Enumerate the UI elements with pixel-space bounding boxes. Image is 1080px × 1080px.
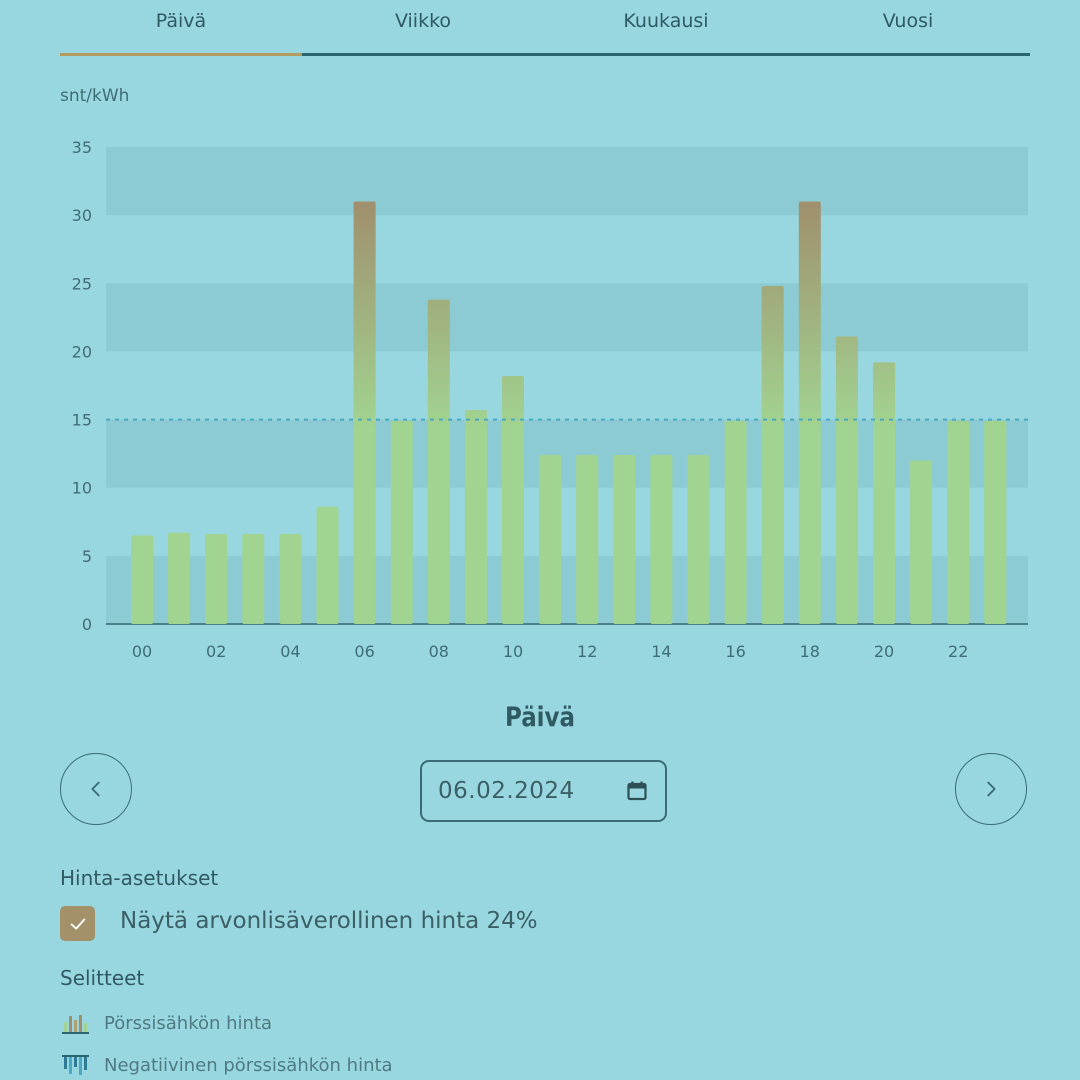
price-bar[interactable] [910,460,933,624]
tab-day[interactable]: Päivä [155,10,207,32]
calendar-icon[interactable] [625,779,649,803]
legend-title: Selitteet [60,966,145,990]
price-bar[interactable] [613,455,636,624]
previous-day-button[interactable] [60,753,132,825]
price-bar[interactable] [390,420,413,624]
legend-item: Pörssisähkön hinta [60,1010,272,1036]
tab-year[interactable]: Vuosi [882,10,934,32]
chevron-right-icon [987,781,996,797]
price-bar[interactable] [464,410,487,624]
next-day-button[interactable] [955,753,1027,825]
y-tick-label: 15 [72,411,92,430]
price-bar[interactable] [687,455,710,624]
y-tick-label: 30 [72,206,92,225]
y-tick-label: 35 [72,138,92,157]
chevron-left-icon [91,781,100,797]
tab-month[interactable]: Kuukausi [623,10,709,32]
price-bar[interactable] [984,420,1007,624]
y-tick-label: 25 [72,274,92,293]
grid-band [106,147,1028,216]
checkmark-icon [70,918,85,929]
x-tick-label: 08 [429,642,449,661]
price-bar[interactable] [427,299,450,624]
tab-week[interactable]: Viikko [394,10,452,32]
x-tick-label: 02 [206,642,226,661]
y-tick-label: 20 [72,342,92,361]
x-tick-label: 00 [132,642,152,661]
price-bar[interactable] [131,535,153,624]
legend-item-label: Negatiivinen pörssisähkön hinta [104,1054,393,1076]
x-tick-label: 22 [948,642,968,661]
price-bar[interactable] [724,420,747,624]
negative-bar-chart-icon [62,1055,89,1075]
x-tick-label: 12 [577,642,597,661]
price-bar[interactable] [873,362,895,624]
tab-divider [60,53,1030,56]
vat-checkbox[interactable] [60,906,95,941]
price-bar[interactable] [502,375,524,624]
x-tick-label: 20 [874,642,894,661]
price-bar[interactable] [798,201,821,624]
active-tab-indicator [60,53,302,56]
price-settings-title: Hinta-asetukset [60,866,219,890]
page-heading: Päivä [504,702,575,733]
x-tick-label: 06 [354,642,374,661]
price-bar[interactable] [835,336,858,624]
x-tick-label: 18 [800,642,820,661]
x-tick-label: 14 [651,642,671,661]
price-bar[interactable] [650,455,673,624]
period-tabs: Päivä Viikko Kuukausi Vuosi [60,0,1030,58]
price-bar[interactable] [947,420,970,624]
vat-checkbox-label[interactable]: Näytä arvonlisäverollinen hinta 24% [120,908,538,934]
price-bar-chart: 0 5 10 15 20 25 30 35 00 02 04 06 08 10 12 14 16 18 20 22 [72,138,1028,661]
price-bar[interactable] [761,286,784,624]
price-bar[interactable] [205,534,228,624]
price-bar[interactable] [353,201,376,624]
x-tick-label: 10 [503,642,523,661]
price-bar[interactable] [576,455,599,624]
grid-band [106,283,1028,352]
price-bar[interactable] [316,506,339,624]
y-axis-unit-label: snt/kWh [60,86,130,106]
legend-item-label: Pörssisähkön hinta [104,1012,273,1034]
price-bar[interactable] [242,534,265,624]
y-tick-label: 0 [82,615,92,634]
date-value: 06.02.2024 [438,778,575,804]
x-tick-label: 04 [280,642,300,661]
price-bar[interactable] [279,534,302,624]
price-bar[interactable] [539,455,562,624]
bar-chart-icon [62,1015,89,1034]
y-tick-label: 10 [72,479,92,498]
legend-item: Negatiivinen pörssisähkön hinta [60,1052,393,1078]
y-tick-label: 5 [82,547,92,566]
price-bar[interactable] [168,532,191,624]
x-tick-label: 16 [725,642,745,661]
date-picker-input[interactable]: 06.02.2024 [420,760,667,822]
